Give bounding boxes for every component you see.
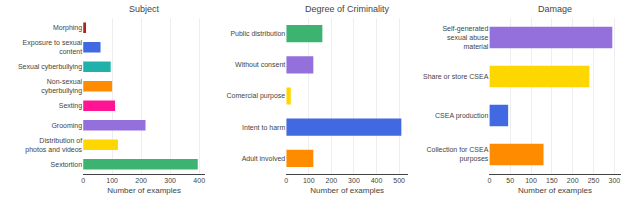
svg-text:400: 400 <box>371 177 383 184</box>
svg-text:CSEA production: CSEA production <box>435 112 488 120</box>
svg-text:0: 0 <box>284 177 288 184</box>
svg-text:Share or store CSEA: Share or store CSEA <box>423 73 489 80</box>
svg-text:250: 250 <box>588 177 600 184</box>
svg-text:Without consent: Without consent <box>235 61 285 68</box>
svg-text:Adult involved: Adult involved <box>242 155 286 162</box>
svg-text:0: 0 <box>81 177 85 184</box>
svg-text:Subject: Subject <box>129 4 160 14</box>
svg-text:Distribution ofphotos and vide: Distribution ofphotos and videos <box>25 137 82 154</box>
svg-text:200: 200 <box>326 177 338 184</box>
svg-text:400: 400 <box>193 177 205 184</box>
svg-text:200: 200 <box>135 177 147 184</box>
svg-text:Comercial purpose: Comercial purpose <box>227 92 286 100</box>
svg-text:150: 150 <box>546 177 558 184</box>
svg-text:300: 300 <box>348 177 360 184</box>
svg-text:Sexting: Sexting <box>59 102 82 110</box>
svg-text:100: 100 <box>525 177 537 184</box>
svg-text:Morphing: Morphing <box>53 24 82 32</box>
svg-text:500: 500 <box>393 177 405 184</box>
svg-text:100: 100 <box>303 177 315 184</box>
svg-text:Non-sexualcyberbullying: Non-sexualcyberbullying <box>41 78 82 95</box>
svg-text:Number of examples: Number of examples <box>107 186 181 195</box>
svg-text:Damage: Damage <box>538 4 572 14</box>
svg-text:Degree of Criminality: Degree of Criminality <box>305 4 390 14</box>
svg-text:Exposure to sexualcontent: Exposure to sexualcontent <box>23 39 83 55</box>
svg-text:Public distribution: Public distribution <box>230 30 285 37</box>
svg-text:50: 50 <box>506 177 514 184</box>
svg-text:200: 200 <box>567 177 579 184</box>
svg-text:Sexual cyberbullying: Sexual cyberbullying <box>18 63 82 71</box>
svg-text:Self-generatedsexual abusemate: Self-generatedsexual abusematerial <box>442 25 488 50</box>
svg-text:Collection for CSEApurposes: Collection for CSEApurposes <box>427 146 489 163</box>
svg-text:100: 100 <box>106 177 118 184</box>
svg-text:300: 300 <box>164 177 176 184</box>
svg-text:0: 0 <box>487 177 491 184</box>
svg-text:Number of examples: Number of examples <box>518 186 592 195</box>
svg-text:Sextortion: Sextortion <box>51 161 83 168</box>
svg-text:Number of examples: Number of examples <box>310 186 384 195</box>
svg-text:Grooming: Grooming <box>51 122 82 130</box>
svg-text:Intent to harm: Intent to harm <box>242 124 285 131</box>
svg-text:300: 300 <box>609 177 621 184</box>
